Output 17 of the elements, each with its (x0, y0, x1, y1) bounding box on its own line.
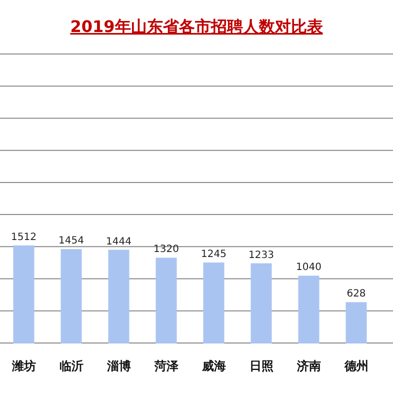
data-label: 1444 (106, 236, 132, 248)
data-label: 1454 (58, 236, 84, 247)
data-label: 1040 (296, 262, 322, 274)
data-label: 1233 (248, 250, 274, 261)
x-tick-label: 威海 (200, 359, 226, 373)
x-tick-label: 日照 (249, 359, 274, 373)
data-label: 628 (346, 288, 366, 300)
title: 2019年山东省各市招聘人数对比表 (70, 17, 323, 36)
x-tick-label: 潍坊 (10, 359, 36, 373)
data-label: 1512 (11, 232, 36, 243)
data-label: 1320 (154, 244, 179, 256)
x-tick-label: 淄博 (106, 359, 131, 373)
x-tick-label: 济南 (296, 359, 321, 373)
data-label: 1245 (201, 249, 226, 260)
x-tick-label: 临沂 (59, 359, 84, 373)
x-tick-label: 德州 (343, 359, 368, 373)
x-tick-label: 菏泽 (153, 359, 180, 373)
